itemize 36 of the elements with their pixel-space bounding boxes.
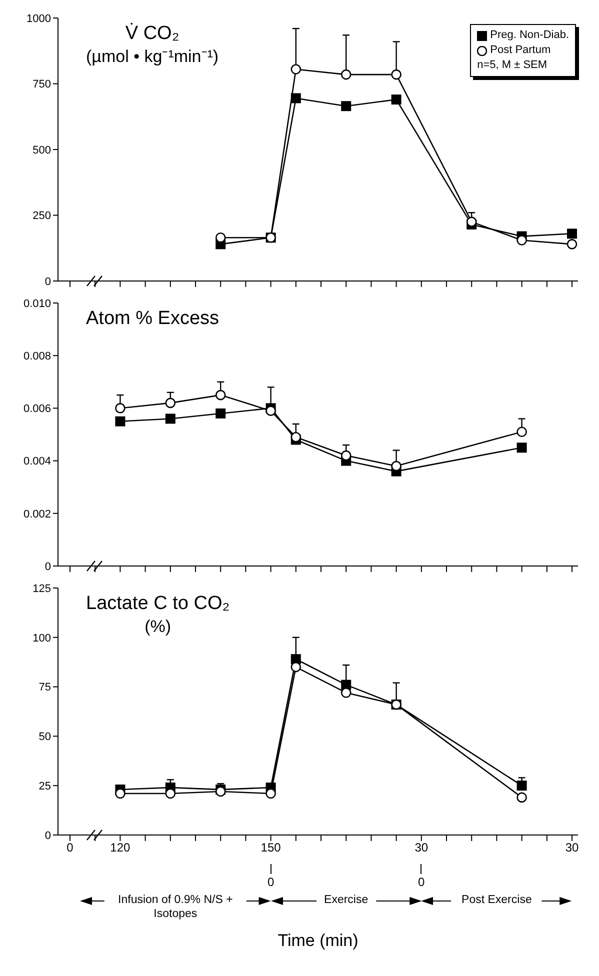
x-tick-label: 150 <box>260 840 282 855</box>
y-tick-label: 0.004 <box>23 456 51 468</box>
legend-label: Preg. Non-Diab. <box>490 28 569 43</box>
text: Infusion of 0.9% N/S + Isotopes <box>117 893 234 921</box>
annotation: n=5, M ± SEM <box>477 58 548 73</box>
x-tick-label: 0 <box>66 840 74 855</box>
y-tick-label: 500 <box>32 144 51 156</box>
y-tick-label: 0.002 <box>23 508 51 520</box>
x-tick-label: 30 <box>565 840 579 855</box>
y-tick-label: 0.006 <box>23 403 51 416</box>
y-tick-label: 0 <box>44 276 51 288</box>
y-tick-label: 0.008 <box>23 350 51 363</box>
text: 0 <box>266 875 276 889</box>
x-tick-label: 30 <box>414 840 428 855</box>
text: (%) <box>144 616 172 638</box>
y-tick-label: 750 <box>32 78 51 91</box>
y-tick-label: 50 <box>38 731 51 744</box>
y-tick-label: 0.010 <box>23 298 51 310</box>
y-tick-label: 250 <box>32 210 51 222</box>
text: Exercise <box>323 893 370 907</box>
y-tick-label: 25 <box>38 780 51 793</box>
y-tick-label: 0 <box>44 830 51 842</box>
x-axis-title: Time (min) <box>276 931 360 951</box>
chart-title: V̇ CO₂ <box>124 22 180 45</box>
text: 0 <box>417 875 426 889</box>
chart-title: Lactate C to CO₂ <box>86 592 230 615</box>
x-tick-label: 120 <box>110 840 131 855</box>
legend-label: Post Partum <box>490 43 551 58</box>
y-tick-label: 1000 <box>26 12 51 25</box>
text: Post Exercise <box>460 893 533 907</box>
y-tick-label: 75 <box>38 682 51 694</box>
y-tick-label: 100 <box>32 632 51 644</box>
y-tick-label: 125 <box>32 582 51 595</box>
chart-title: Atom % Excess <box>86 307 220 330</box>
text: (µmol • kg⁻¹min⁻¹) <box>86 46 219 68</box>
y-tick-label: 0 <box>44 560 51 573</box>
